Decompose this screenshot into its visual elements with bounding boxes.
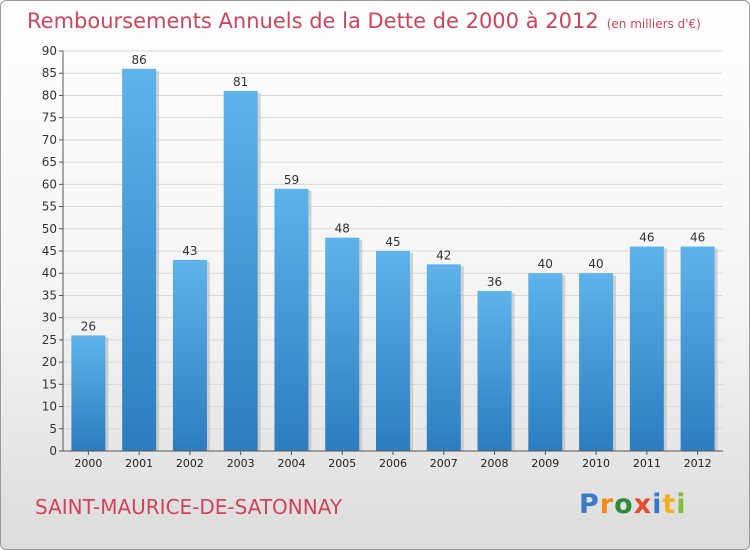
data-label: 42 [436, 248, 451, 262]
x-tick-label: 2005 [328, 457, 356, 470]
data-label: 81 [233, 75, 248, 89]
axes: 0 5 10 15 20 25 30 35 40 45 50 55 60 65 70 75 80 85 90 2000… [42, 44, 723, 470]
data-label: 46 [639, 231, 654, 245]
bar [579, 273, 614, 451]
bar [477, 291, 512, 451]
bar [223, 91, 258, 451]
bar [680, 246, 715, 451]
data-label: 40 [538, 257, 553, 271]
y-tick-label: 70 [42, 133, 57, 147]
logo-letter: P [579, 489, 600, 520]
logo-letter: i [676, 489, 687, 520]
x-tick-label: 2004 [277, 457, 305, 470]
bar [71, 335, 106, 451]
x-tick-label: 2011 [633, 457, 661, 470]
y-tick-label: 90 [42, 44, 57, 58]
x-tick-label: 2008 [481, 457, 509, 470]
y-tick-label: 50 [42, 222, 57, 236]
y-tick-label: 5 [49, 422, 57, 436]
y-tick-label: 55 [42, 200, 57, 214]
unit-note: (en milliers d'€) [606, 17, 701, 31]
data-label: 26 [81, 319, 96, 333]
bars: 26 86 43 81 59 48 45 42 36 40 40 46 46 [71, 53, 718, 452]
bar [629, 246, 664, 451]
y-tick-label: 0 [49, 444, 57, 458]
data-label: 86 [132, 53, 147, 67]
data-label: 48 [335, 222, 350, 236]
logo-letter: o [614, 489, 634, 520]
x-tick-label: 2002 [176, 457, 204, 470]
y-tick-label: 75 [42, 111, 57, 125]
x-tick-label: 2000 [74, 457, 102, 470]
x-tick-label: 2010 [582, 457, 610, 470]
bar [274, 188, 309, 451]
y-tick-label: 30 [42, 311, 57, 325]
y-tick-label: 15 [42, 377, 57, 391]
commune-name: SAINT-MAURICE-DE-SATONNAY [35, 495, 343, 519]
bar [528, 273, 563, 451]
x-tick-label: 2003 [227, 457, 255, 470]
data-label: 46 [690, 231, 705, 245]
y-tick-label: 35 [42, 288, 57, 302]
proxiti-logo: Proxiti [579, 489, 687, 520]
chart-title: Remboursements Annuels de la Dette de 20… [27, 9, 701, 33]
x-tick-label: 2006 [379, 457, 407, 470]
bar [325, 237, 360, 451]
x-tick-label: 2001 [125, 457, 153, 470]
data-label: 43 [182, 244, 197, 258]
bar [122, 68, 157, 452]
y-tick-label: 80 [42, 88, 57, 102]
bar [376, 251, 410, 451]
y-tick-label: 10 [42, 400, 57, 414]
logo-letter: r [599, 489, 615, 520]
data-label: 36 [487, 275, 502, 289]
logo-letter: t [662, 489, 677, 520]
data-label: 59 [284, 173, 299, 187]
y-tick-label: 85 [42, 66, 57, 80]
y-tick-label: 65 [42, 155, 57, 169]
logo-letter: i [652, 489, 663, 520]
data-label: 45 [385, 235, 400, 249]
y-tick-label: 40 [42, 266, 57, 280]
x-tick-label: 2007 [430, 457, 458, 470]
y-tick-label: 45 [42, 244, 57, 258]
bar [426, 264, 461, 451]
x-tick-label: 2012 [684, 457, 712, 470]
data-label: 40 [588, 257, 603, 271]
y-tick-label: 60 [42, 177, 57, 191]
bar [172, 259, 207, 451]
x-tick-label: 2009 [531, 457, 559, 470]
logo-letter: x [633, 489, 653, 520]
y-tick-label: 25 [42, 333, 57, 347]
y-tick-label: 20 [42, 355, 57, 369]
chart-title-text: Remboursements Annuels de la Dette de 20… [27, 9, 599, 33]
